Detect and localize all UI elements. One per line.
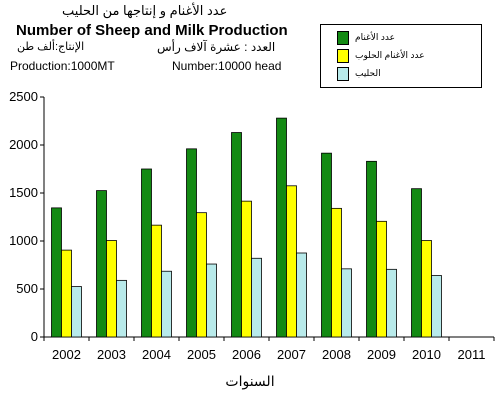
bar-milk-2010 <box>431 275 442 338</box>
legend-label-milking-sheep: عدد الأغنام الحلوب <box>355 50 425 60</box>
legend-item-milking-sheep: عدد الأغنام الحلوب <box>321 47 481 65</box>
bar-milking-sheep-2008 <box>331 207 342 338</box>
x-tick-label: 2008 <box>322 347 351 362</box>
bar-milk-2009 <box>386 268 397 338</box>
bar-milking-sheep-2006 <box>241 200 252 338</box>
bar-sheep-2004 <box>141 168 152 338</box>
production-unit-english: Production:1000MT <box>10 59 115 73</box>
legend-swatch-milk <box>337 67 349 81</box>
bar-milk-2007 <box>296 252 307 338</box>
legend-swatch-sheep <box>337 31 349 45</box>
legend-item-milk: الحليب <box>321 65 481 83</box>
y-tick-label: 2500 <box>9 89 38 104</box>
x-tick-label: 2009 <box>367 347 396 362</box>
y-tick-label: 0 <box>31 329 38 344</box>
legend: عدد الأغنام عدد الأغنام الحلوب الحليب <box>320 24 482 88</box>
x-tick-label: 2003 <box>97 347 126 362</box>
x-axis-title: السنوات <box>225 373 275 389</box>
legend-label-milk: الحليب <box>355 68 381 78</box>
bar-milking-sheep-2009 <box>376 220 387 338</box>
bar-milking-sheep-2003 <box>106 240 117 338</box>
bar-sheep-2002 <box>51 207 62 338</box>
legend-swatch-milking-sheep <box>337 49 349 63</box>
bar-sheep-2006 <box>231 132 242 338</box>
bar-sheep-2007 <box>276 117 287 338</box>
bar-milk-2004 <box>161 270 172 338</box>
y-tick-label: 1000 <box>9 233 38 248</box>
y-tick-label: 2000 <box>9 137 38 152</box>
bar-sheep-2005 <box>186 148 197 338</box>
bar-milking-sheep-2002 <box>61 249 72 338</box>
bar-sheep-2010 <box>411 188 422 338</box>
bar-milk-2003 <box>116 279 127 338</box>
x-tick-label: 2005 <box>187 347 216 362</box>
y-tick-label: 500 <box>16 281 38 296</box>
bar-milk-2006 <box>251 257 262 338</box>
title-arabic: عدد الأغنام و إنتاجها من الحليب <box>62 3 228 18</box>
title-english: Number of Sheep and Milk Production <box>16 22 288 39</box>
x-tick-label: 2006 <box>232 347 261 362</box>
production-unit-arabic: الإنتاج:ألف طن <box>17 41 85 53</box>
bar-sheep-2003 <box>96 190 107 338</box>
bar-milking-sheep-2004 <box>151 224 162 338</box>
number-unit-arabic: العدد : عشرة آلاف رأس <box>157 40 276 54</box>
x-tick-label: 2010 <box>412 347 441 362</box>
bar-sheep-2009 <box>366 160 377 338</box>
bar-milk-2005 <box>206 263 217 338</box>
bar-milk-2008 <box>341 268 352 338</box>
bar-milking-sheep-2005 <box>196 212 207 338</box>
x-tick-label: 2004 <box>142 347 171 362</box>
x-tick-label: 2002 <box>52 347 81 362</box>
bar-milk-2002 <box>71 286 82 338</box>
bar-milking-sheep-2007 <box>286 185 297 338</box>
bar-milking-sheep-2010 <box>421 240 432 338</box>
x-tick-label: 2007 <box>277 347 306 362</box>
number-unit-english: Number:10000 head <box>172 59 282 73</box>
legend-label-sheep: عدد الأغنام <box>355 32 395 42</box>
x-tick-label: 2011 <box>458 347 486 362</box>
bar-sheep-2008 <box>321 152 332 338</box>
legend-item-sheep: عدد الأغنام <box>321 29 481 47</box>
y-tick-label: 1500 <box>9 185 38 200</box>
